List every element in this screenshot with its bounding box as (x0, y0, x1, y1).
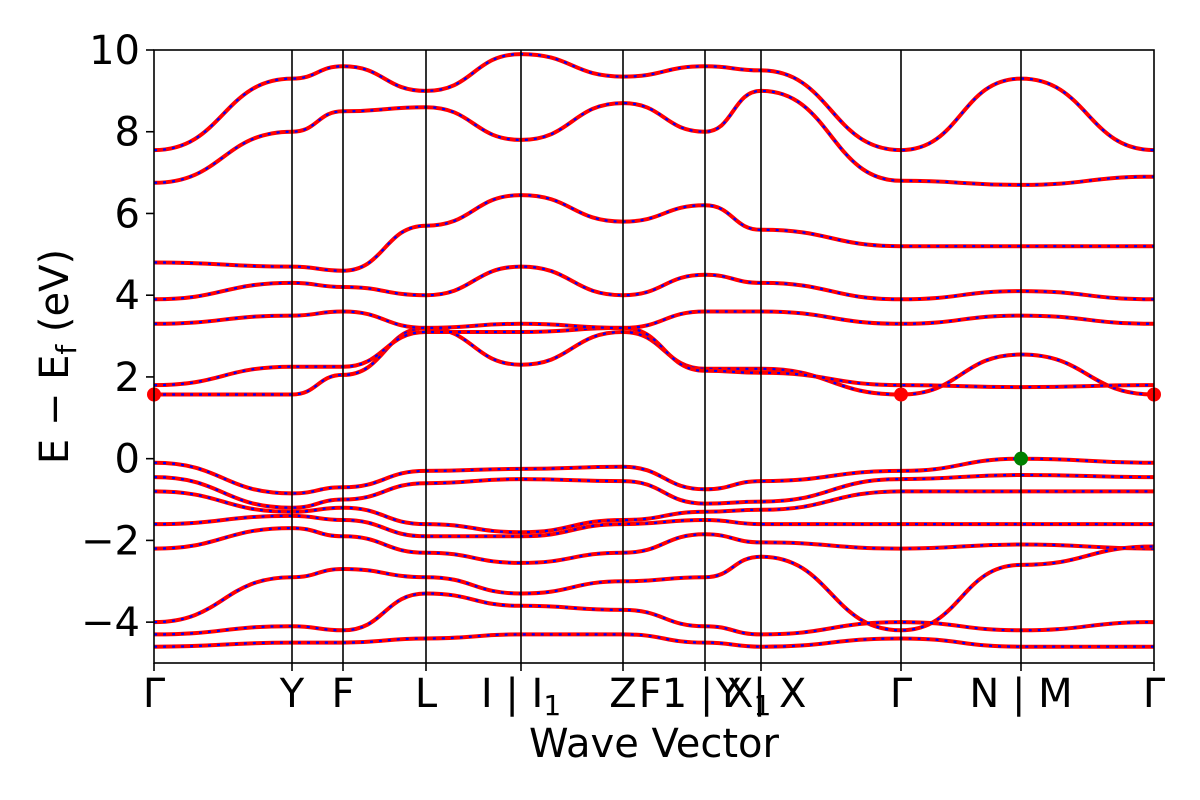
y-tick-label: 6 (115, 191, 140, 237)
band-line-7 (154, 456, 1154, 496)
band-line-11 (154, 526, 1154, 565)
markers-layer (147, 387, 1161, 466)
band-line-12 (154, 544, 1154, 633)
band-line-overlay-9 (154, 490, 1154, 534)
band-line-overlay-12 (154, 545, 1154, 632)
band-line-overlay-11 (154, 526, 1154, 565)
y-tick-label: 4 (115, 273, 140, 319)
vbm-marker (1014, 451, 1028, 466)
x-axis-title: Wave Vector (529, 721, 780, 767)
y-axis: −4 −2 0 2 4 6 8 10 (81, 28, 154, 646)
cbm-marker (894, 387, 908, 402)
x-tick-label: F (331, 671, 354, 717)
x-tick-label: Γ (890, 671, 913, 717)
y-tick-label: −4 (81, 600, 140, 646)
kpoint-lines-layer (291, 50, 1022, 663)
y-axis-title-suffix: (eV) (32, 249, 78, 345)
x-tick-label: I | I1 (481, 671, 561, 722)
band-line-14 (154, 632, 1154, 649)
band-line-overlay-14 (154, 633, 1154, 648)
band-line-overlay-1 (154, 326, 1154, 389)
x-tick-label: F1 | X1 (639, 671, 772, 722)
band-line-3 (154, 264, 1154, 302)
x-tick-label: Γ (143, 671, 166, 717)
x-tick-label: Z (609, 671, 636, 717)
y-tick-label: 8 (115, 110, 140, 156)
band-line-5 (154, 88, 1154, 187)
plot-frame (153, 49, 1155, 664)
y-tick-label: 10 (89, 28, 140, 74)
band-line-2 (154, 309, 1154, 330)
band-line-13 (154, 591, 1154, 637)
band-line-overlay-8 (154, 473, 1154, 509)
x-tick-label: L (415, 671, 438, 717)
y-tick-label: 0 (115, 437, 140, 483)
y-tick-label: −2 (81, 518, 140, 564)
band-line-overlay-6 (154, 52, 1154, 152)
band-line-overlay-5 (154, 89, 1154, 187)
band-line-6 (154, 52, 1154, 153)
band-line-overlay-2 (154, 310, 1154, 330)
band-line-4 (154, 193, 1154, 273)
y-axis-title: E − Ef (eV) (32, 249, 83, 464)
x-tick-label: N | M (969, 671, 1072, 717)
band-line-overlay-4 (154, 193, 1154, 272)
bands-layer (154, 52, 1154, 649)
y-axis-title-prefix: E − E (32, 355, 78, 465)
y-axis-title-subscript: f (50, 344, 83, 355)
band-line-overlay-13 (154, 592, 1154, 636)
x-tick-label: Y | X (715, 671, 807, 717)
x-tick-label: Γ (1143, 671, 1166, 717)
x-tick-label: Y (279, 671, 305, 717)
y-tick-label: 2 (115, 355, 140, 401)
